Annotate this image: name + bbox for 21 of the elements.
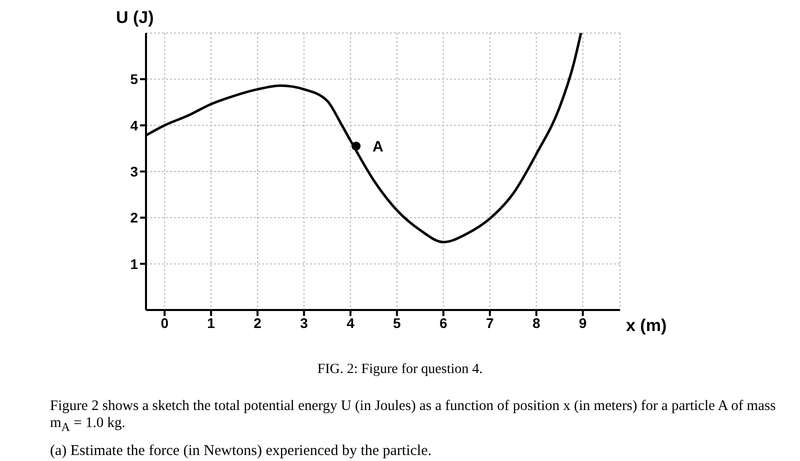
x-tick-label: 2	[254, 314, 262, 331]
x-tick-label: 3	[300, 314, 308, 331]
caption: Figure 2 shows a sketch the total potential energy U (in Joules) as a function of position x (in meters) for a particle A of mass m$_{A}$ = 1.0 kg.	[50, 398, 777, 435]
y-tick-label: 2	[130, 210, 138, 226]
caption: FIG. 2: Figure for question 4.	[316, 362, 484, 378]
x-tick-label: 0	[160, 314, 169, 331]
y-tick-label: 4	[130, 117, 138, 134]
x-tick-label: 5	[393, 314, 402, 331]
x-tick-label: 4	[346, 314, 355, 331]
text: (a) Estimate the force (in Newtons) experienced by the particle.	[50, 442, 432, 460]
x-tick-label: 7	[486, 314, 494, 331]
x-tick-label: 1	[207, 314, 216, 331]
y-tick-label: 3	[130, 163, 138, 180]
x-tick-label: 9	[578, 314, 587, 331]
y-tick-label: 1	[130, 256, 138, 272]
x-tick-label: 8	[532, 314, 540, 331]
y-axis-title: U (J)	[116, 8, 154, 28]
x-axis-title: x (m)	[626, 316, 667, 336]
y-tick-label: 5	[130, 71, 138, 88]
x-tick-label: 6	[440, 314, 448, 331]
series-label: A	[372, 138, 384, 156]
